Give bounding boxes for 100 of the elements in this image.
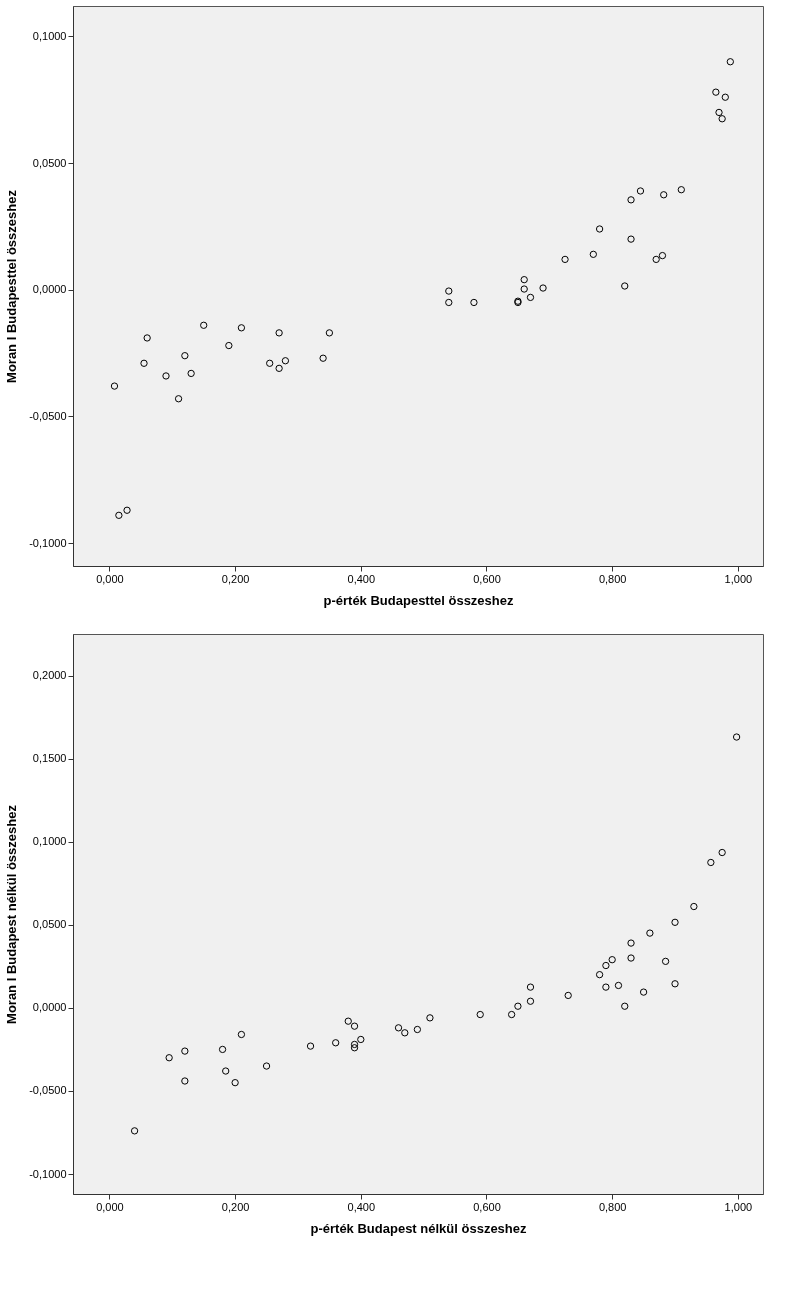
point — [526, 997, 535, 1005]
point — [614, 981, 623, 990]
y-tick-label: 0,0000 — [32, 1001, 67, 1014]
point — [732, 733, 741, 741]
point — [520, 285, 528, 293]
point — [401, 1029, 409, 1037]
point — [344, 1017, 352, 1025]
point — [671, 918, 679, 926]
point — [225, 341, 233, 350]
point — [652, 255, 660, 264]
point — [636, 187, 645, 195]
point — [162, 372, 170, 380]
point — [110, 382, 119, 390]
point — [526, 293, 535, 302]
point — [332, 1039, 340, 1047]
point — [690, 902, 698, 911]
point — [715, 108, 723, 117]
point — [470, 298, 478, 307]
point — [627, 939, 635, 947]
point — [174, 395, 183, 403]
point — [627, 954, 635, 962]
point — [237, 324, 246, 332]
y-tick-label: -0,1000 — [29, 1167, 67, 1180]
point — [671, 980, 679, 988]
point — [237, 1030, 246, 1039]
point — [526, 983, 535, 991]
point — [627, 235, 635, 243]
point — [621, 1002, 629, 1010]
point — [621, 282, 629, 290]
point — [200, 321, 208, 329]
point — [507, 1010, 516, 1019]
point — [639, 988, 648, 996]
point — [394, 1024, 403, 1032]
point — [350, 1022, 359, 1030]
point — [726, 58, 734, 66]
point — [130, 1127, 139, 1135]
y-tick-label: 0,2000 — [32, 669, 67, 682]
y-tick-label: 0,0500 — [32, 918, 67, 931]
point — [445, 287, 453, 295]
x-axis-title: p-érték Budapesttel összeshez — [323, 592, 514, 608]
point — [661, 957, 670, 966]
point — [627, 196, 635, 204]
x-tick-label: 1,000 — [724, 572, 753, 585]
point — [445, 298, 453, 307]
x-tick-label: 0,600 — [473, 1200, 501, 1213]
point — [658, 251, 667, 260]
point — [275, 364, 283, 373]
y-tick-label: 0,1500 — [32, 752, 67, 765]
point — [319, 354, 327, 362]
point — [718, 848, 726, 857]
x-tick-label: 0,800 — [598, 572, 627, 585]
y-tick-label: -0,0500 — [29, 410, 67, 422]
point — [718, 115, 726, 123]
x-tick-label: 0,600 — [473, 572, 501, 585]
point — [306, 1042, 315, 1050]
point — [602, 983, 610, 991]
point — [266, 359, 274, 367]
point — [222, 1067, 230, 1075]
y-tick-label: 0,0500 — [32, 156, 67, 169]
point — [660, 191, 668, 199]
point — [123, 506, 131, 514]
y-axis-title: Moran I Budapest nélkül összeshez — [4, 804, 20, 1024]
point — [275, 329, 283, 337]
point — [721, 93, 729, 101]
x-tick-label: 0,400 — [347, 1200, 376, 1213]
x-tick-label: 0,800 — [598, 1200, 627, 1213]
point — [325, 329, 334, 337]
x-tick-label: 0,000 — [96, 572, 124, 585]
point — [350, 1040, 359, 1049]
point — [281, 357, 290, 365]
x-tick-label: 1,000 — [724, 1200, 753, 1213]
point — [143, 334, 151, 342]
point — [595, 971, 604, 979]
point — [350, 1044, 359, 1052]
point — [564, 991, 572, 1000]
point — [426, 1014, 434, 1022]
point — [165, 1054, 173, 1062]
point — [595, 225, 604, 233]
point — [677, 186, 685, 194]
point — [413, 1025, 422, 1034]
point — [181, 1077, 189, 1085]
y-tick-label: 0,1000 — [32, 835, 67, 848]
point — [514, 1002, 522, 1010]
point — [115, 511, 123, 519]
point — [181, 1047, 189, 1055]
x-tick-label: 0,200 — [221, 1200, 250, 1213]
point — [608, 956, 616, 964]
y-tick-label: 0,0000 — [32, 283, 67, 296]
point — [539, 284, 547, 292]
x-tick-label: 0,200 — [221, 572, 250, 585]
point — [589, 250, 597, 258]
y-axis-title: Moran I Budapesttel összeshez — [4, 189, 20, 383]
point — [140, 359, 148, 367]
point — [520, 276, 528, 284]
point — [476, 1010, 484, 1019]
point — [357, 1035, 365, 1044]
y-tick-label: 0,1000 — [32, 29, 67, 42]
y-tick-label: -0,0500 — [29, 1084, 67, 1097]
point — [187, 369, 195, 378]
y-tick-label: -0,1000 — [29, 536, 67, 549]
